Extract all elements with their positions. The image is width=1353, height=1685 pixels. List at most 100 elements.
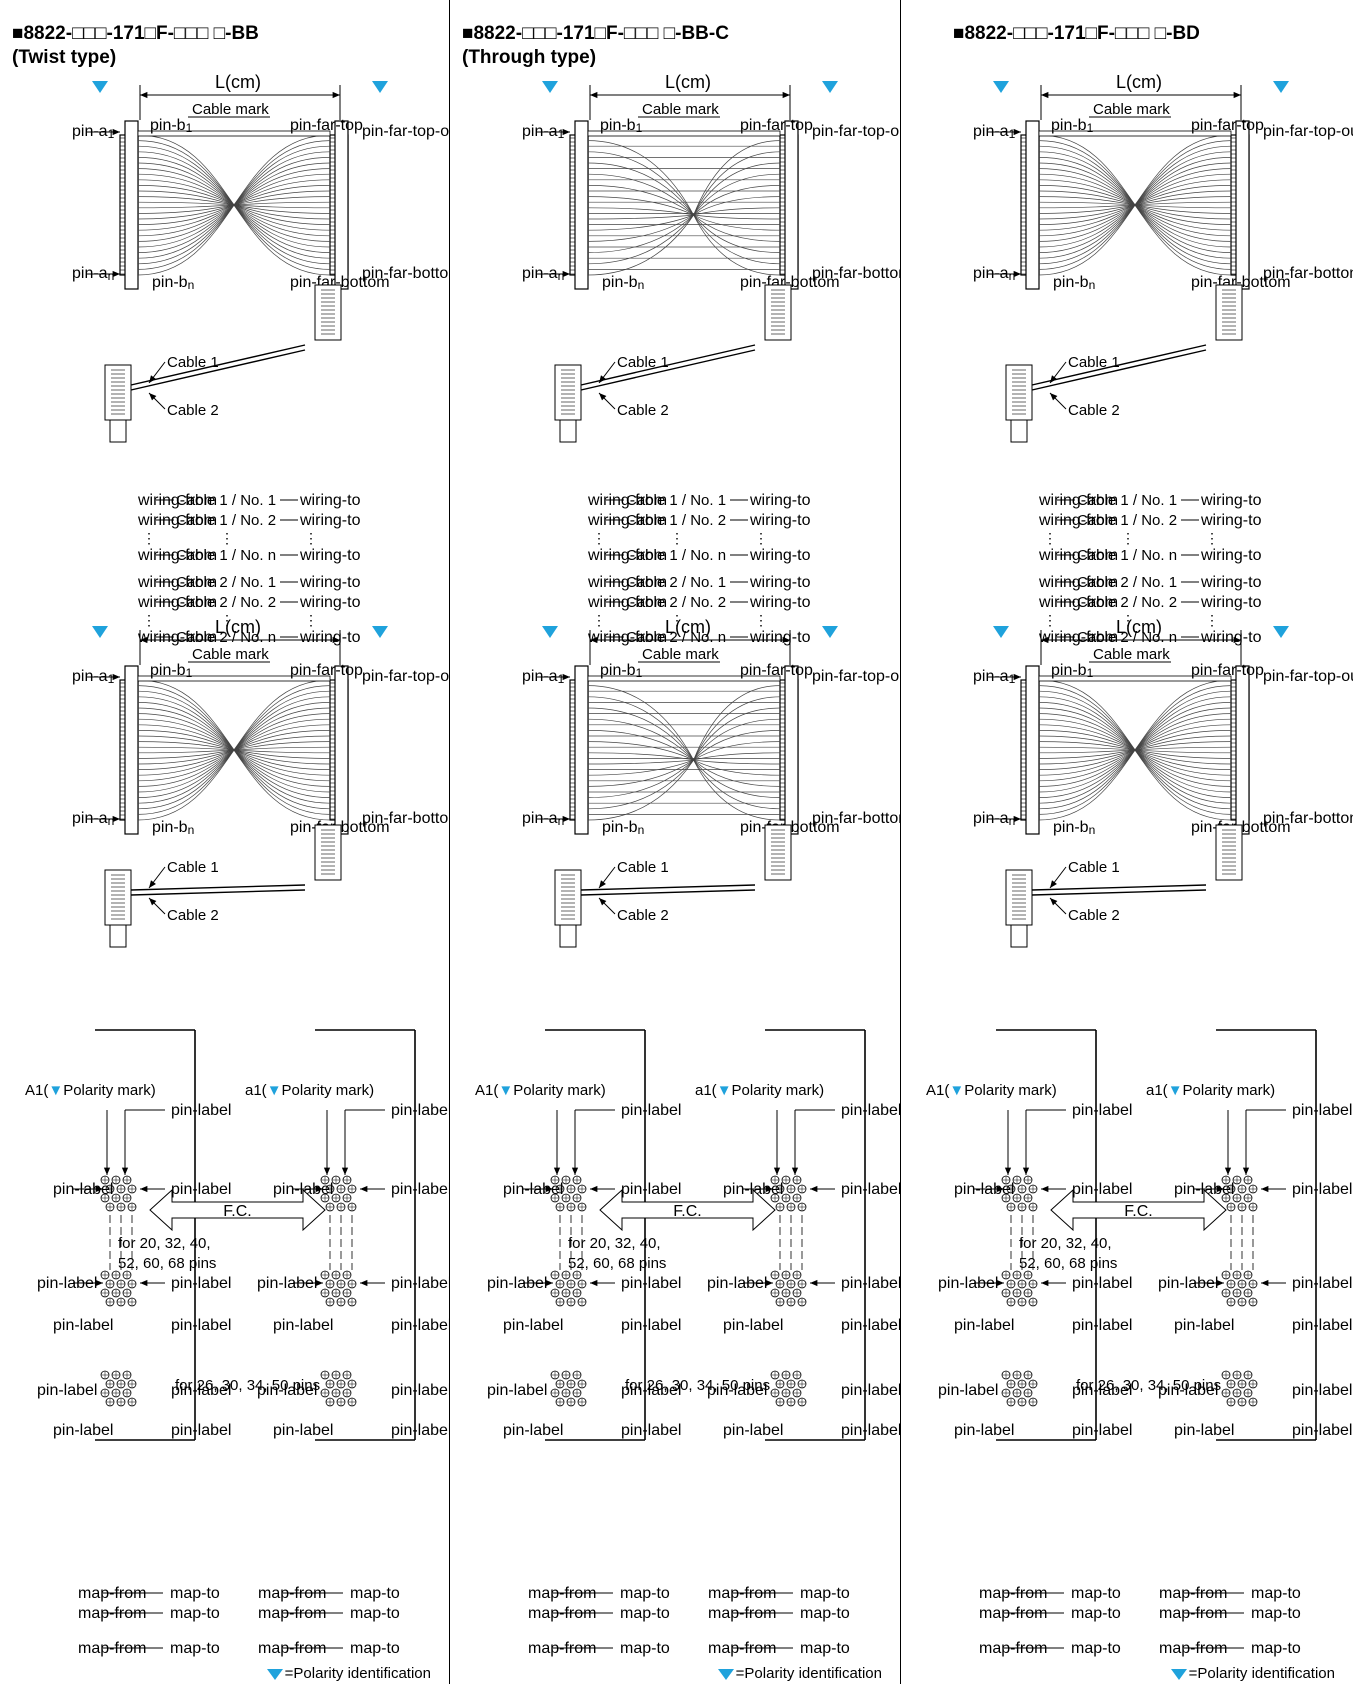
polarity-triangle-icon: [372, 626, 388, 638]
bn: wiring-to: [1200, 629, 1262, 646]
Bn: pin-bn: [602, 274, 644, 292]
pins-note: 52, 60, 68 pins: [1019, 1255, 1117, 1272]
arrowhead: [112, 673, 120, 681]
arrowhead: [1022, 1167, 1030, 1175]
cable-mark-label: Cable mark: [1093, 101, 1170, 118]
polarity-mark-label: A1(▼Polarity mark): [475, 1082, 606, 1099]
ribbon-wire: [587, 151, 781, 216]
fc-arrow: [149, 1188, 326, 1232]
ribbon-wire: [587, 759, 781, 821]
arrowhead: [332, 636, 340, 644]
column-bb: ■8822-□□□-171□F-□□□ □-BB (Twist type) L(…: [0, 0, 450, 1684]
wiring-cable: Cable 1 / No. 1: [626, 492, 726, 509]
arrowhead: [590, 636, 598, 644]
an: wiring-to: [299, 547, 361, 564]
polarity-triangle-icon: [993, 81, 1009, 93]
polarity-mark-label: a1(▼Polarity mark): [245, 1082, 374, 1099]
column-title: ■8822-□□□-171□F-□□□ □-BB: [12, 23, 259, 44]
a2: wiring-to: [299, 512, 361, 529]
ellipsis: ⋮: [670, 612, 684, 628]
Bn: pin-bn: [152, 274, 194, 292]
An-1: pin-label: [938, 1275, 998, 1292]
cable-mark-stripe: [587, 675, 781, 682]
A2: wiring-from: [137, 512, 217, 529]
cable-1-line: [580, 884, 756, 891]
arrowhead: [1013, 815, 1021, 823]
An: wiring-from: [587, 547, 667, 564]
arrowhead: [590, 91, 598, 99]
ellipsis: ⋮: [1043, 530, 1057, 546]
arrowhead: [773, 1167, 781, 1175]
ellipsis: ⋮: [304, 530, 318, 546]
cable-mark-stripe: [137, 675, 331, 682]
fc-label: F.C.: [1124, 1203, 1152, 1220]
an: pin-label: [1174, 1317, 1234, 1334]
B2: wiring-from: [137, 594, 217, 611]
b1: wiring-to: [749, 574, 811, 591]
bn-1: pin-label: [1292, 1275, 1352, 1292]
b2: wiring-to: [749, 594, 811, 611]
column-subtitle: (Through type): [462, 47, 597, 68]
bn: pin-label: [841, 1422, 901, 1439]
B1: pin-label: [1072, 1102, 1132, 1119]
connector-side: [554, 364, 582, 421]
polarity-legend: =Polarity identification: [717, 1665, 882, 1682]
a1: wiring-to: [1200, 492, 1262, 509]
arrowhead: [1216, 1279, 1224, 1287]
B2: wiring-from: [587, 594, 667, 611]
ellipsis: ⋮: [220, 612, 234, 628]
arrowhead: [571, 1167, 579, 1175]
arrowhead: [1050, 375, 1057, 383]
Bn: pin-bn: [1053, 274, 1095, 292]
arrowhead: [112, 128, 120, 136]
wiring-cable: Cable 2 / No. 2: [1077, 594, 1177, 611]
cable-1-label: Cable 1: [617, 859, 669, 876]
An: pin-label: [503, 1317, 563, 1334]
B1: wiring-from: [137, 574, 217, 591]
cable-mark-label: Cable mark: [1093, 646, 1170, 663]
length-label: L(cm): [215, 72, 261, 92]
b2: map-to: [800, 1605, 850, 1622]
cable-2-line: [1031, 889, 1207, 896]
arrowhead: [149, 375, 156, 383]
arrowhead: [545, 1185, 553, 1193]
an-1: pin-label: [1158, 1382, 1218, 1399]
b2: map-to: [350, 1605, 400, 1622]
ribbon-wire: [587, 696, 781, 761]
column-subtitle: (Twist type): [12, 47, 117, 68]
a1: pin-far-top: [740, 662, 813, 679]
arrowhead: [1013, 270, 1021, 278]
polarity-triangle-icon: [542, 81, 558, 93]
bn-1: pin-label: [391, 1275, 450, 1292]
bn-1: pin-label: [1292, 1382, 1352, 1399]
arrowhead: [140, 91, 148, 99]
b2: pin-label: [1292, 1181, 1352, 1198]
wiring-cable: Cable 2 / No. 2: [176, 594, 276, 611]
cable-2-label: Cable 2: [167, 907, 219, 924]
connector-side-far: [314, 284, 342, 341]
column-bbc: ■8822-□□□-171□F-□□□ □-BB-C (Through type…: [450, 0, 901, 1684]
wiring-cable: Cable 1 / No. n: [626, 547, 726, 564]
pins-note: for 26, 30, 34, 50 pins: [625, 1377, 770, 1394]
cable-mark-stripe: [1038, 130, 1232, 137]
arrowhead: [1216, 1185, 1224, 1193]
ellipsis: ⋮: [1205, 612, 1219, 628]
b2: map-to: [1251, 1605, 1301, 1622]
Bn-1: pin-label: [1072, 1275, 1132, 1292]
An-1: pin-label: [938, 1382, 998, 1399]
Bn: pin-label: [171, 1317, 231, 1334]
arrowhead: [599, 393, 607, 401]
arrowhead: [1224, 1167, 1232, 1175]
wiring-cable: Cable 2 / No. 2: [626, 594, 726, 611]
arrowhead: [1050, 898, 1058, 906]
an-1: pin-label: [1158, 1275, 1218, 1292]
arrowhead: [562, 815, 570, 823]
cable-1-label: Cable 1: [1068, 354, 1120, 371]
connector-tail: [1010, 924, 1028, 948]
fc-arrow: [599, 1188, 776, 1232]
polarity-triangle-icon: [372, 81, 388, 93]
polarity-triangle-icon: [1170, 1668, 1187, 1680]
bn: map-to: [1251, 1640, 1301, 1657]
polarity-triangle-icon: [1273, 626, 1289, 638]
ellipsis: ⋮: [304, 612, 318, 628]
